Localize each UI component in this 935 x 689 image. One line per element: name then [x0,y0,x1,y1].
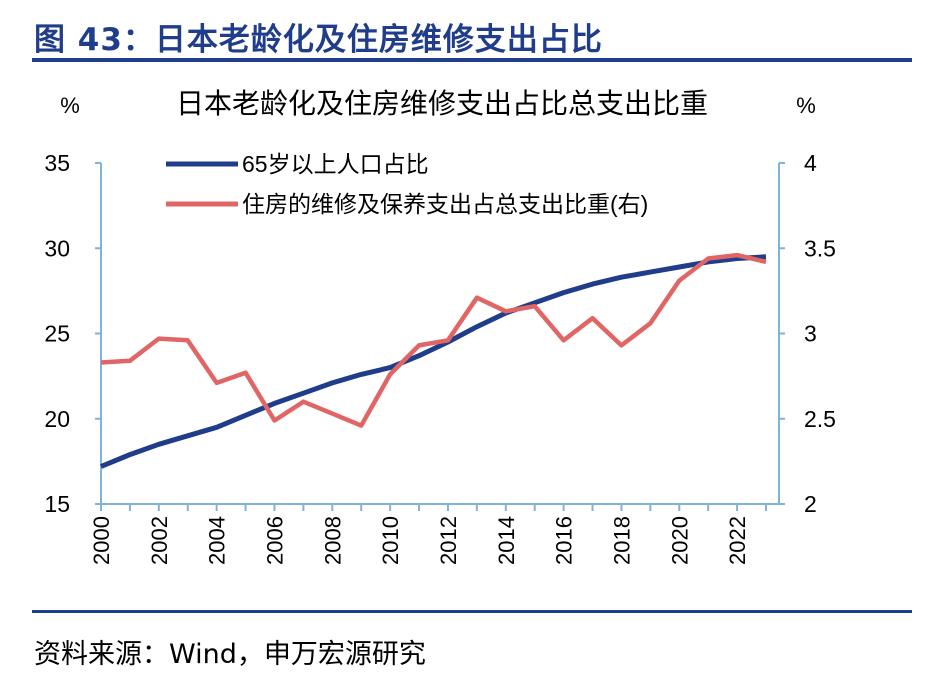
source-note: 资料来源：Wind，申万宏源研究 [34,639,426,670]
chart-title: 日本老龄化及住房维修支出占比总支出比重 [176,88,708,119]
right-tick-label: 2.5 [804,406,836,432]
left-axis-unit: % [60,93,80,118]
legend-label-population: 65岁以上人口占比 [242,151,429,177]
legend-label-repair: 住房的维修及保养支出占总支出比重(右) [242,191,648,217]
title-rule [32,58,912,62]
x-tick-label: 2010 [378,516,403,565]
x-tick-label: 2022 [725,516,750,565]
x-tick-label: 2012 [436,516,461,565]
left-tick-label: 35 [44,150,70,176]
right-tick-label: 3 [804,321,817,347]
right-axis-unit: % [796,93,816,118]
x-tick-label: 2002 [147,516,172,565]
x-tick-label: 2008 [320,516,345,565]
x-tick-label: 2000 [89,516,114,565]
axes: 15 20 25 30 35 2 2.5 3 3.5 4 2000 2002 2004 2006 2008 2… [44,150,836,565]
x-tick-label: 2020 [667,516,692,565]
left-tick-label: 25 [44,321,70,347]
left-tick-label: 20 [44,406,70,432]
x-tick-label: 2016 [552,516,577,565]
right-tick-label: 2 [804,491,817,517]
source-rule [32,610,912,613]
right-tick-label: 4 [804,150,817,176]
left-tick-label: 15 [44,491,70,517]
series-line-repair [100,252,767,428]
x-tick-label: 2018 [609,516,634,565]
left-tick-label: 30 [44,235,70,261]
x-tick-label: 2004 [205,516,230,565]
right-tick-label: 3.5 [804,235,836,261]
legend: 65岁以上人口占比 住房的维修及保养支出占总支出比重(右) [166,151,648,217]
x-tick-label: 2014 [494,516,519,565]
figure-title: 图 43：日本老龄化及住房维修支出占比 [34,22,603,58]
series-lines [100,252,767,469]
x-tick-label: 2006 [262,516,287,565]
series-line-population [100,254,767,469]
line-chart: 日本老龄化及住房维修支出占比总支出比重 % % 15 20 25 30 35 2 2.5 3 3… [44,88,836,565]
